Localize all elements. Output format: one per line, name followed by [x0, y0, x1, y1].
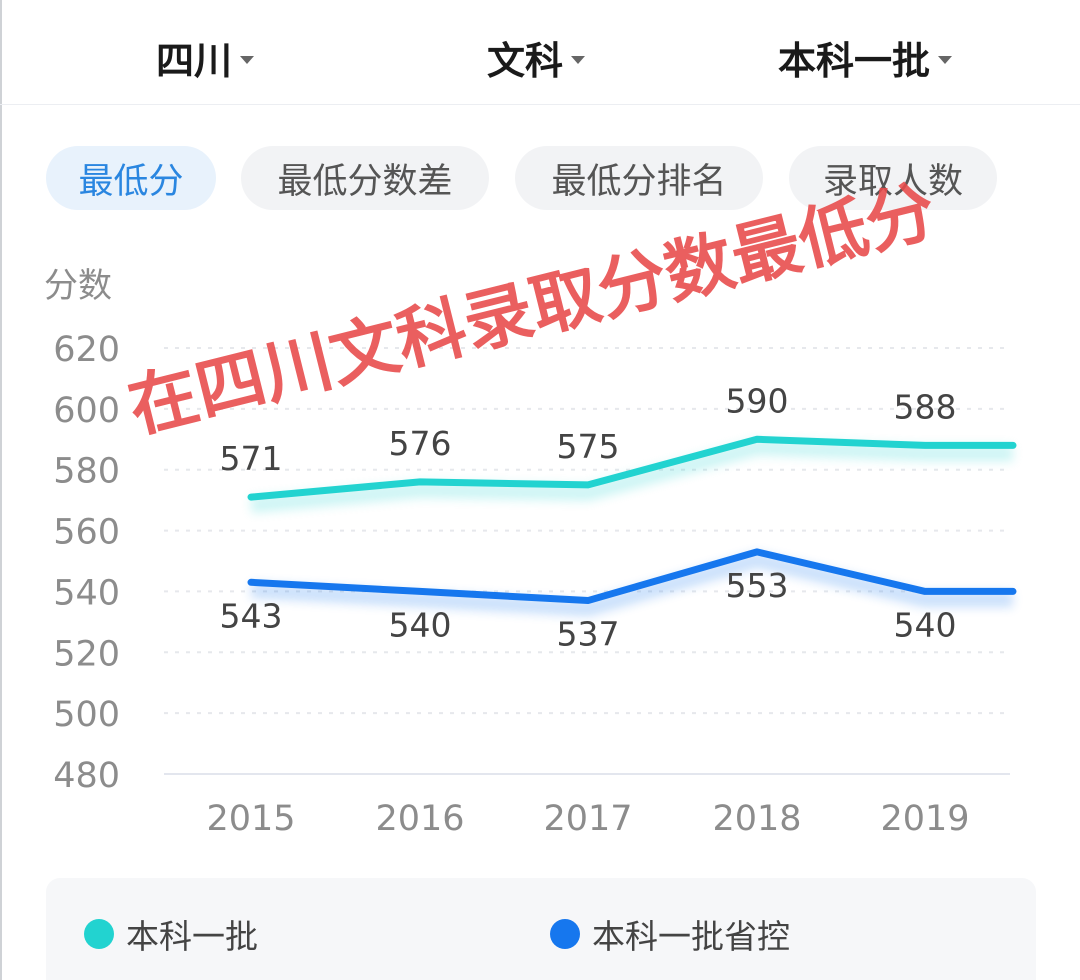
y-tick-label: 540	[53, 573, 120, 613]
x-tick-label: 2018	[712, 799, 801, 839]
tab-admission-count[interactable]: 录取人数	[789, 146, 997, 210]
series-line-1	[247, 435, 1017, 501]
legend-item-series2[interactable]: 本科一批省控	[550, 910, 790, 958]
series2-color-dot	[550, 919, 580, 949]
x-tick-label: 2015	[206, 799, 295, 839]
chevron-down-icon	[571, 55, 586, 64]
data-label: 543	[220, 596, 283, 635]
legend-item-series1[interactable]: 本科一批	[84, 910, 258, 958]
x-tick-label: 2019	[880, 799, 969, 839]
data-label: 571	[220, 439, 283, 478]
data-label: 590	[726, 381, 789, 420]
series1-color-dot	[84, 919, 114, 949]
series-shadow	[250, 551, 1013, 617]
data-label: 540	[894, 605, 957, 644]
y-axis-title: 分数	[44, 266, 112, 306]
data-label: 553	[726, 566, 789, 605]
batch-label: 本科一批	[778, 39, 931, 83]
tab-min-score-diff[interactable]: 最低分数差	[241, 146, 489, 210]
y-tick-label: 580	[53, 452, 120, 492]
tab-label: 最低分排名	[551, 161, 727, 202]
data-label: 588	[894, 387, 957, 426]
chevron-down-icon	[938, 55, 953, 64]
y-tick-label: 480	[53, 756, 120, 796]
batch-dropdown[interactable]: 本科一批	[778, 30, 953, 85]
data-label: 540	[389, 605, 452, 644]
tab-label: 最低分数差	[277, 161, 453, 202]
y-tick-label: 520	[53, 634, 120, 674]
x-tick-label: 2016	[375, 799, 464, 839]
series-shadow	[250, 439, 1013, 514]
y-tick-label: 600	[53, 391, 120, 431]
subject-dropdown[interactable]: 文科	[487, 30, 586, 85]
x-axis-ticks: 2015 2016 2017 2018 2019	[206, 799, 969, 839]
grid-lines	[164, 347, 1010, 775]
data-label: 537	[557, 615, 620, 654]
tab-min-score[interactable]: 最低分	[46, 146, 216, 210]
subject-label: 文科	[487, 39, 564, 83]
province-label: 四川	[156, 39, 233, 83]
filter-bar: 四川 文科 本科一批	[0, 0, 1080, 105]
y-tick-label: 500	[53, 695, 120, 735]
chevron-down-icon	[240, 55, 255, 64]
watermark-text: 在四川文科录取分数最低分	[121, 172, 944, 449]
tab-label: 录取人数	[822, 161, 963, 202]
y-axis-ticks: 620 600 580 560 540 520 500 480	[53, 330, 120, 796]
series-lines	[247, 435, 1017, 617]
legend-label: 本科一批	[126, 917, 258, 956]
chart-legend: 本科一批 本科一批省控	[46, 878, 1036, 980]
left-edge-border	[0, 0, 2, 980]
data-label: 575	[557, 427, 620, 466]
province-dropdown[interactable]: 四川	[156, 30, 255, 85]
y-tick-label: 620	[53, 330, 120, 370]
legend-label: 本科一批省控	[592, 917, 790, 956]
y-tick-label: 560	[53, 513, 120, 553]
series-line-2	[247, 548, 1017, 605]
tab-label: 最低分	[78, 161, 184, 202]
x-tick-label: 2017	[543, 799, 632, 839]
data-labels: 571 576 575 590 588 543 540 537 553 540	[220, 381, 957, 653]
data-label: 576	[389, 424, 452, 463]
tab-min-score-rank[interactable]: 最低分排名	[515, 146, 763, 210]
